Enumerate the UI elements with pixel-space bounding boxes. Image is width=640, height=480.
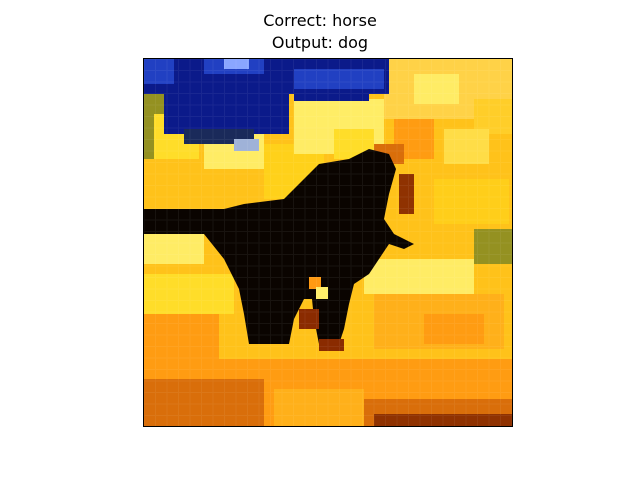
correct-label: Correct: horse — [263, 11, 377, 30]
pixelated-image — [143, 58, 513, 427]
output-label: Output: dog — [271, 33, 369, 52]
